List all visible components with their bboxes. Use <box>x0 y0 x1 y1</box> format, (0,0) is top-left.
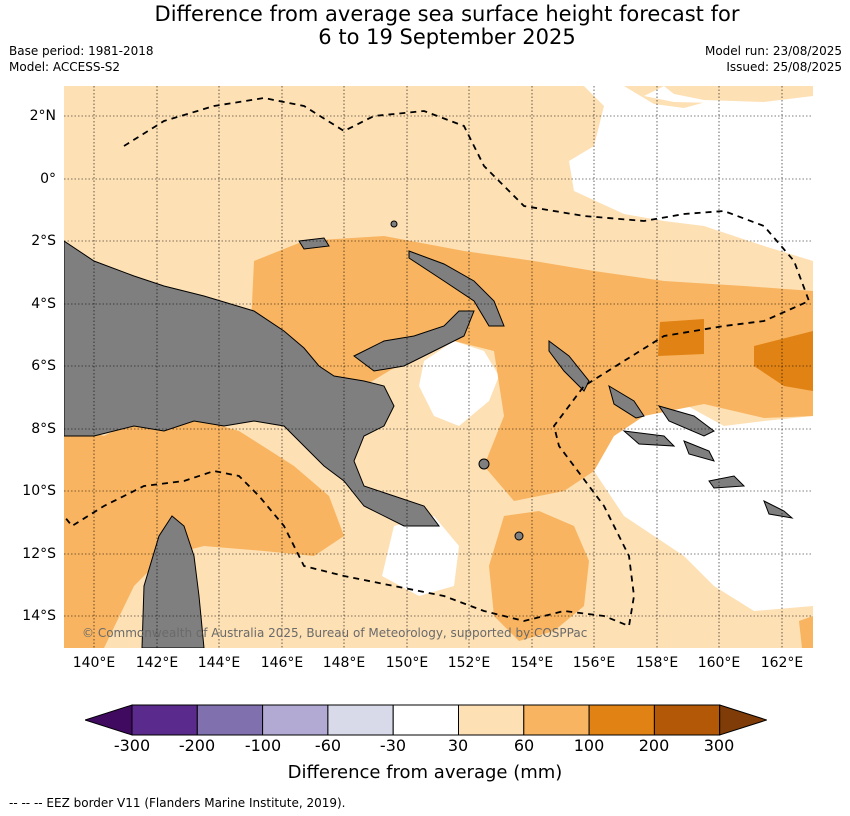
colorbar-tick-4: -30 <box>379 736 407 755</box>
cape-york-landmass <box>141 515 205 648</box>
colorbar-segment-5 <box>392 704 460 736</box>
colorbar-extend-high <box>719 704 767 736</box>
colorbar-tick-3: -60 <box>314 736 342 755</box>
title-line-1: Difference from average sea surface heig… <box>154 2 740 26</box>
lon-label-148e: 148°E <box>322 655 366 671</box>
islet-2 <box>514 531 524 541</box>
anomaly-neutral-zone-coral-sea-west <box>382 516 459 596</box>
lat-label-4s: 4°S <box>31 296 56 312</box>
lon-label-154e: 154°E <box>510 655 554 671</box>
anomaly-60-100-zone-coral-sea <box>489 511 589 641</box>
meta-left: Base period: 1981-2018 Model: ACCESS-S2 <box>9 43 154 75</box>
title-line-2: 6 to 19 September 2025 <box>318 25 576 49</box>
lon-label-142e: 142°E <box>135 655 179 671</box>
colorbar-segment-2 <box>196 704 264 736</box>
lat-label-2s: 2°S <box>31 233 56 249</box>
lat-label-0: 0° <box>40 171 56 187</box>
lon-label-156e: 156°E <box>572 655 616 671</box>
lon-label-152e: 152°E <box>447 655 491 671</box>
map-title: Difference from average sea surface heig… <box>0 3 850 49</box>
model-name: Model: ACCESS-S2 <box>9 60 121 74</box>
colorbar-segment-6 <box>458 704 525 736</box>
malaita-island <box>683 440 715 462</box>
colorbar-tick-2: -100 <box>244 736 282 755</box>
colorbar-segment-3 <box>262 704 329 736</box>
model-run: Model run: 23/08/2025 <box>704 44 842 58</box>
eez-legend-footer: -- -- -- EEZ border V11 (Flanders Marine… <box>9 796 346 810</box>
anomaly-30-60-patch-ne <box>664 86 813 102</box>
lon-label-146e: 146°E <box>260 655 304 671</box>
new-britain-island <box>353 310 475 372</box>
colorbar-tick-5: 30 <box>447 736 469 755</box>
copyright-notice: © Commonwealth of Australia 2025, Bureau… <box>82 626 588 640</box>
lat-label-2n: 2°N <box>29 108 56 124</box>
lat-label-12s: 12°S <box>22 546 56 562</box>
lon-label-162e: 162°E <box>760 655 804 671</box>
lat-label-10s: 10°S <box>22 483 56 499</box>
anomaly-60-100-zone-north <box>249 236 813 501</box>
colorbar-segment-4 <box>327 704 394 736</box>
colorbar-tick-0: -300 <box>113 736 151 755</box>
colorbar-segment-9 <box>653 704 721 736</box>
sea-surface-height-map <box>64 86 813 648</box>
guadalcanal-island <box>622 430 676 447</box>
colorbar-tick-9: 300 <box>703 736 735 755</box>
base-period: Base period: 1981-2018 <box>9 44 154 58</box>
lon-label-140e: 140°E <box>72 655 116 671</box>
anomaly-60-100-patch-se <box>799 616 813 648</box>
lat-label-6s: 6°S <box>31 358 56 374</box>
eez-border <box>64 97 811 628</box>
makira-island <box>708 475 746 489</box>
map-gridlines <box>64 86 813 648</box>
lon-label-158e: 158°E <box>635 655 679 671</box>
colorbar-label: Difference from average (mm) <box>287 762 563 783</box>
colorbar-segment-7 <box>523 704 590 736</box>
islet-1 <box>478 458 490 470</box>
meta-right: Model run: 23/08/2025 Issued: 25/08/2025 <box>705 43 842 75</box>
map-panel: © Commonwealth of Australia 2025, Bureau… <box>64 86 813 648</box>
santa-isabel-island <box>657 405 715 437</box>
anomaly-neutral-zone-northeast <box>569 86 813 261</box>
anomaly-30-60-zone-nw <box>64 86 156 166</box>
lon-label-160e: 160°E <box>697 655 741 671</box>
anomaly-neutral-zone-coral-sea-east <box>584 404 813 611</box>
anomaly-neutral-zone-solomon-sea <box>419 341 499 426</box>
colorbar-tick-1: -200 <box>178 736 216 755</box>
lon-label-144e: 144°E <box>197 655 241 671</box>
anomaly-100-200-patch-2 <box>754 331 813 391</box>
choiseul-island <box>608 384 645 419</box>
colorbar-tick-7: 100 <box>573 736 605 755</box>
lon-label-150e: 150°E <box>385 655 429 671</box>
islet-3 <box>390 220 398 228</box>
colorbar-extend-low <box>85 704 133 736</box>
lat-label-8s: 8°S <box>31 421 56 437</box>
anomaly-neutral-zone-north <box>156 86 813 126</box>
colorbar-tick-8: 200 <box>638 736 670 755</box>
anomaly-60-100-zone-southwest <box>64 416 344 648</box>
rennell-island <box>763 499 794 519</box>
colorbar-segment-1 <box>131 704 198 736</box>
colorbar <box>85 704 767 736</box>
lat-label-14s: 14°S <box>22 608 56 624</box>
colorbar-segment-8 <box>588 704 655 736</box>
anomaly-100-200-patch-1 <box>658 319 704 356</box>
colorbar-tick-6: 60 <box>513 736 535 755</box>
new-ireland-island <box>408 250 505 327</box>
issued-date: Issued: 25/08/2025 <box>726 60 842 74</box>
